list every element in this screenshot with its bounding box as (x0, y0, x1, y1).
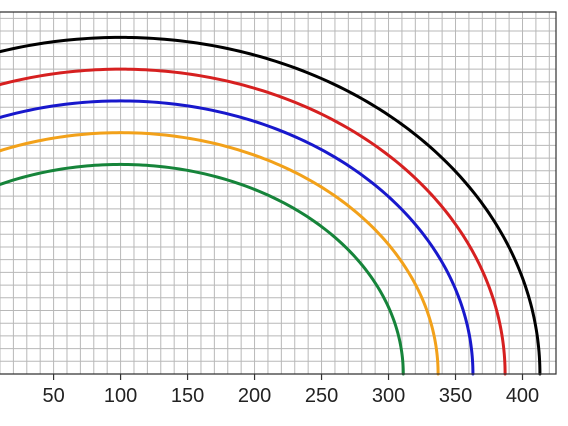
x-tick-label: 200 (238, 385, 271, 407)
x-tick-label: 350 (439, 385, 472, 407)
series-line-4 (0, 131, 440, 376)
plot-frame (0, 11, 557, 375)
x-tick-label: 150 (171, 385, 204, 407)
x-tick-label: 250 (305, 385, 338, 407)
x-tick-label: 100 (104, 385, 137, 407)
x-tick-label: 300 (372, 385, 405, 407)
series-line-5 (0, 162, 405, 376)
series-line-2 (0, 67, 507, 376)
x-axis-ticks: 50 100 150 200 250 300 350 400 (42, 374, 539, 407)
x-tick-label: 50 (42, 385, 64, 407)
series-line-1 (0, 35, 542, 376)
series-group (0, 35, 542, 376)
plot-border (0, 11, 557, 375)
x-tick-label: 400 (506, 385, 539, 407)
series-line-3 (0, 99, 475, 376)
